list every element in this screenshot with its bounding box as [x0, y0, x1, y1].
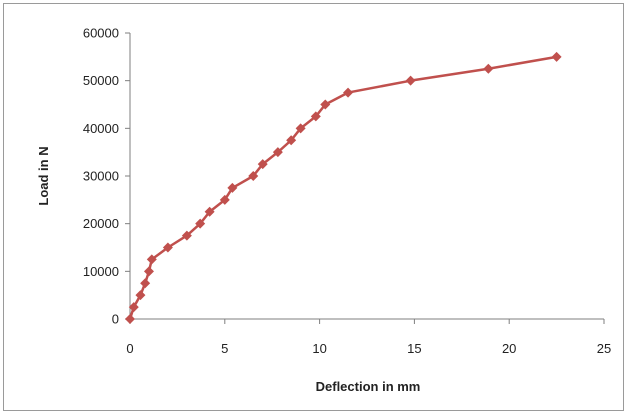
- data-point-marker: [257, 159, 268, 170]
- series-layer: [125, 51, 562, 324]
- data-point-marker: [219, 194, 230, 205]
- data-point-marker: [551, 51, 562, 62]
- data-point-marker: [295, 123, 306, 134]
- y-tick-label: 50000: [83, 73, 119, 88]
- data-point-marker: [320, 99, 331, 110]
- data-point-marker: [343, 87, 354, 98]
- data-point-marker: [128, 302, 139, 313]
- data-point-marker: [143, 266, 154, 277]
- data-point-marker: [125, 314, 135, 324]
- data-point-marker: [227, 182, 238, 193]
- data-point-marker: [135, 290, 146, 301]
- data-point-marker: [248, 171, 259, 181]
- y-tick-group: 0 10000 20000 30000 40000 50000 60000: [83, 26, 130, 327]
- y-tick-label: 60000: [83, 26, 119, 41]
- y-axis-title: Load in N: [36, 146, 51, 205]
- y-tick-label: 0: [112, 312, 119, 327]
- data-point-marker: [146, 254, 157, 265]
- y-tick-label: 10000: [83, 264, 119, 279]
- y-tick-label: 40000: [83, 121, 119, 136]
- data-point-marker: [140, 278, 151, 289]
- x-tick-label: 5: [221, 341, 228, 356]
- x-axis-title: Deflection in mm: [316, 379, 421, 394]
- x-tick-label: 25: [597, 341, 611, 356]
- data-point-marker: [204, 206, 215, 217]
- x-tick-label: 15: [407, 341, 421, 356]
- data-point-marker: [195, 218, 206, 229]
- axes: [129, 33, 604, 320]
- data-point-marker: [286, 135, 297, 146]
- chart-frame: [3, 3, 624, 411]
- x-tick-label: 0: [126, 341, 133, 356]
- series-line: [128, 55, 557, 320]
- data-point-marker: [181, 230, 192, 241]
- x-tick-label: 10: [312, 341, 326, 356]
- data-point-marker: [483, 63, 494, 74]
- x-tick-group: 0 5 10 15 20 25: [126, 319, 611, 356]
- data-point-marker: [272, 147, 283, 158]
- data-point-marker: [310, 111, 321, 122]
- y-tick-label: 20000: [83, 216, 119, 231]
- data-point-marker: [405, 75, 416, 86]
- y-tick-label: 30000: [83, 169, 119, 184]
- x-tick-label: 20: [502, 341, 516, 356]
- data-point-marker: [162, 242, 173, 253]
